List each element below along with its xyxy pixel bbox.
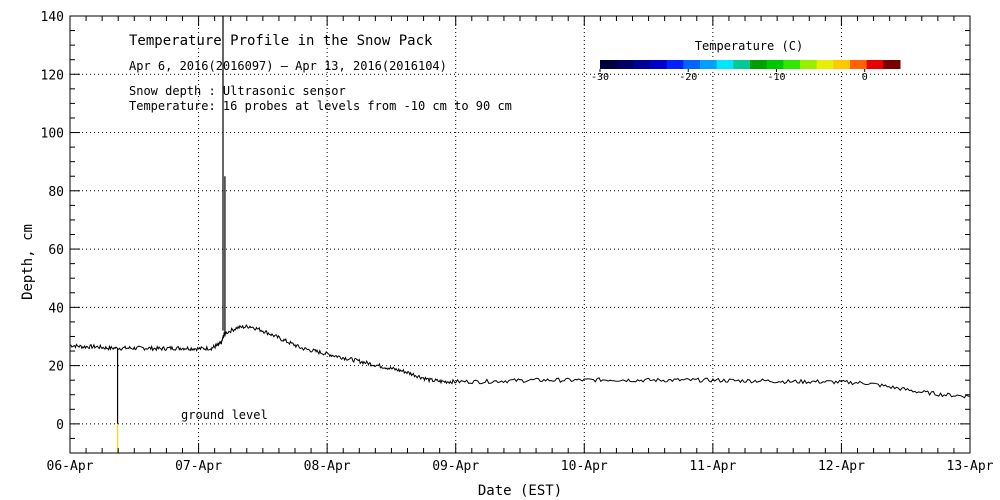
y-tick-label: 60 <box>48 243 64 258</box>
chart-subtitle: Apr 6, 2016(2016097) – Apr 13, 2016(2016… <box>129 59 447 73</box>
colorbar-tick-label: 0 <box>862 72 868 83</box>
y-tick-label: 120 <box>41 68 64 83</box>
colorbar-cell <box>800 60 818 69</box>
grid-lines <box>70 16 970 453</box>
colorbar-cell <box>733 60 751 69</box>
colorbar-cell <box>866 60 884 69</box>
ground-level-annotation: ground level <box>181 408 268 422</box>
y-tick-label: 80 <box>48 185 64 200</box>
x-tick-label: 12-Apr <box>818 459 865 474</box>
colorbar-cells <box>600 60 901 69</box>
y-tick-label: 100 <box>41 127 64 142</box>
x-tick-label: 09-Apr <box>432 459 479 474</box>
x-axis-ticks: 06-Apr 07-Apr 08-Apr 09-Apr 10-Apr 11-Apr 12-A… <box>47 16 994 474</box>
colorbar-tick-label: -30 <box>591 72 609 83</box>
colorbar-cell <box>816 60 834 69</box>
colorbar-cell <box>683 60 701 69</box>
colorbar-cell <box>700 60 718 69</box>
colorbar-cell <box>850 60 868 69</box>
x-tick-label: 06-Apr <box>47 459 94 474</box>
colorbar-cell <box>600 60 618 69</box>
colorbar-cell <box>783 60 801 69</box>
colorbar-cell <box>716 60 734 69</box>
x-tick-label: 13-Apr <box>947 459 994 474</box>
x-tick-label: 08-Apr <box>304 459 351 474</box>
plot-frame <box>69 15 971 454</box>
plot-marks <box>69 16 971 453</box>
colorbar-cell <box>766 60 784 69</box>
colorbar-cell <box>833 60 851 69</box>
y-tick-label: 20 <box>48 360 64 375</box>
y-tick-label: 40 <box>48 301 64 316</box>
y-axis-ticks: 0 20 40 60 80 100 120 140 <box>41 10 970 454</box>
colorbar-tick-label: -10 <box>767 72 785 83</box>
colorbar-ticks: -30 -20 -10 0 <box>591 69 868 83</box>
note-snow-depth: Snow depth : Ultrasonic sensor <box>129 84 346 98</box>
colorbar-cell <box>750 60 768 69</box>
colorbar-cell <box>650 60 668 69</box>
colorbar-cell <box>633 60 651 69</box>
y-tick-label: 0 <box>56 418 64 433</box>
y-axis-label: Depth, cm <box>20 224 36 300</box>
colorbar-cell <box>666 60 684 69</box>
colorbar-title: Temperature (C) <box>695 39 803 53</box>
temperature-colorbar: Temperature (C) -30 -20 -10 0 <box>591 39 901 83</box>
x-tick-label: 10-Apr <box>561 459 608 474</box>
x-tick-label: 11-Apr <box>689 459 736 474</box>
x-axis-label: Date (EST) <box>478 483 562 499</box>
colorbar-cell <box>616 60 634 69</box>
chart-title: Temperature Profile in the Snow Pack <box>129 33 433 49</box>
note-temperature: Temperature: 16 probes at levels from -1… <box>129 99 512 113</box>
snow-depth-series-line <box>69 324 971 399</box>
y-tick-label: 140 <box>41 10 64 25</box>
colorbar-cell <box>883 60 901 69</box>
x-tick-label: 07-Apr <box>175 459 222 474</box>
colorbar-tick-label: -20 <box>679 72 697 83</box>
